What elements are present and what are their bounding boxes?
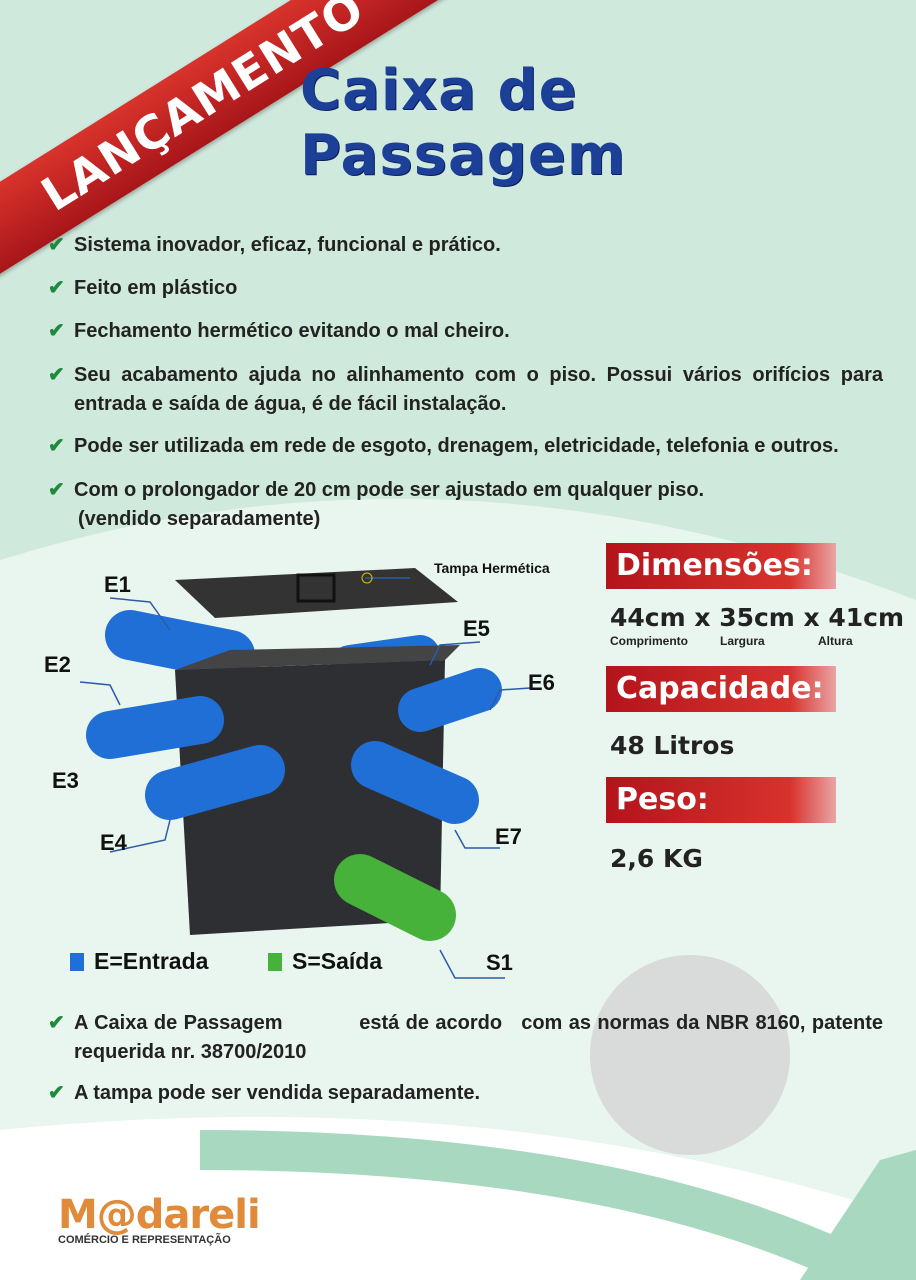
check-icon: ✔: [48, 435, 65, 457]
bullet-text: Feito em plástico: [74, 277, 238, 299]
weight-value: 2,6 KG: [610, 844, 703, 873]
bullet-item: ✔ Seu acabamento ajuda no alinhamento com…: [48, 361, 883, 419]
green-swatch: [268, 952, 282, 971]
legend-entrada: E=Entrada: [70, 948, 208, 975]
dim-height: Altura: [818, 634, 853, 648]
bullet-item: ✔ Feito em plástico: [48, 274, 237, 303]
bullet-text: Sistema inovador, eficaz, funcional e pr…: [74, 234, 501, 256]
weight-header: Peso:: [606, 777, 836, 823]
label-e4: E4: [100, 830, 127, 855]
footer-bullet: ✔ A tampa pode ser vendida separadamente.: [48, 1079, 480, 1108]
logo-tagline: COMÉRCIO E REPRESENTAÇÃO: [58, 1234, 231, 1246]
bullet-text: (vendido separadamente): [78, 508, 321, 530]
logo-name: M@dareli: [58, 1192, 261, 1238]
label-e3: E3: [52, 768, 79, 793]
label-e5: E5: [463, 616, 490, 641]
footer-bullet: ✔ A Caixa de Passagem está de acordo com …: [48, 1009, 883, 1067]
bullet-text: Fechamento hermético evitando o mal chei…: [74, 320, 510, 342]
company-logo: M@dareli COMÉRCIO E REPRESENTAÇÃO: [58, 1192, 261, 1246]
legend-saida: S=Saída: [268, 948, 382, 975]
check-icon: ✔: [48, 234, 65, 256]
label-e7: E7: [495, 824, 522, 849]
dim-length: Comprimento: [610, 634, 688, 648]
bullet-item: ✔ Fechamento hermético evitando o mal che…: [48, 317, 510, 346]
bullet-text: Pode ser utilizada em rede de esgoto, dr…: [74, 435, 839, 457]
bullet-item: ✔ Pode ser utilizada em rede de esgoto, d…: [48, 432, 839, 461]
check-icon: ✔: [48, 1082, 65, 1104]
blue-swatch: [70, 952, 84, 971]
product-illustration: [79, 568, 531, 979]
bullet-item: ✔ Com o prolongador de 20 cm pode ser aju…: [48, 476, 704, 505]
check-icon: ✔: [48, 320, 65, 342]
legend-text: S=Saída: [292, 948, 383, 974]
lid: [175, 568, 458, 618]
label-e2: E2: [44, 652, 71, 677]
label-e1: E1: [104, 572, 131, 597]
bullet-item: ✔ Sistema inovador, eficaz, funcional e p…: [48, 231, 501, 260]
bullet-text: A tampa pode ser vendida separadamente.: [74, 1082, 481, 1104]
check-icon: ✔: [48, 479, 65, 501]
check-icon: ✔: [48, 277, 65, 299]
label-s1: S1: [486, 950, 513, 975]
check-icon: ✔: [48, 364, 65, 386]
dimensions-header: Dimensões:: [606, 543, 836, 589]
capacity-header: Capacidade:: [606, 666, 836, 712]
dim-width: Largura: [720, 634, 765, 648]
page-title: Caixa de Passagem: [300, 58, 627, 188]
bullet-text: A Caixa de Passagem está de acordo com a…: [74, 1012, 883, 1063]
lid-label: Tampa Hermética: [434, 560, 550, 576]
legend-text: E=Entrada: [94, 948, 209, 974]
label-e6: E6: [528, 670, 555, 695]
dimensions-value: 44cm x 35cm x 41cm: [610, 603, 905, 632]
bullet-text: Seu acabamento ajuda no alinhamento com …: [74, 364, 883, 415]
check-icon: ✔: [48, 1012, 65, 1034]
capacity-value: 48 Litros: [610, 731, 735, 760]
bullet-note: (vendido separadamente): [78, 505, 320, 534]
bullet-text: Com o prolongador de 20 cm pode ser ajus…: [74, 479, 705, 501]
